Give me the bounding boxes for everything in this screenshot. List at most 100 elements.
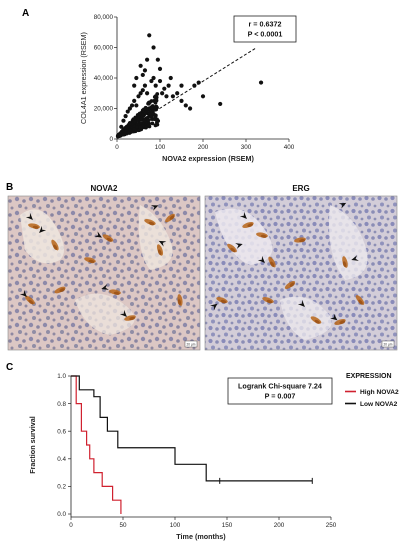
scale-bar-nova2	[184, 340, 198, 348]
arrowhead-marker	[158, 240, 167, 247]
scatter-point	[179, 83, 184, 88]
scatter-point	[168, 75, 173, 81]
scatter-point	[142, 119, 147, 124]
survival-curve-low	[71, 375, 313, 482]
panel-label-c: C	[6, 362, 13, 373]
scatter-point	[258, 80, 264, 85]
y-axis-label: Fraction survival	[28, 416, 37, 474]
scatter-point	[146, 101, 151, 106]
scatter-point	[121, 132, 126, 136]
scatter-plot: 0 20,000 40,000 60,000 80,000 0 100 200 300 400 NO…	[79, 14, 297, 163]
kaplan-meier-plot: 0.0 0.2 0.4 0.6 0.8 1.0 0 50 100 150 200 250 Time (m…	[28, 373, 399, 541]
scatter-point	[151, 75, 156, 81]
x-axis-label: NOVA2 expression (RSEM)	[162, 154, 254, 163]
x-tick-label: 0	[115, 144, 119, 151]
scatter-point	[142, 83, 148, 88]
brown-stain-cells-erg	[216, 221, 365, 326]
scatter-point	[157, 78, 163, 84]
scatter-point	[155, 57, 160, 62]
panel-label-a: A	[22, 8, 29, 19]
scatter-point	[136, 117, 140, 121]
scatter-point	[166, 83, 171, 88]
scatter-point	[149, 78, 154, 84]
scatter-point	[192, 83, 197, 88]
scatter-point	[157, 66, 163, 71]
scatter-point	[132, 127, 137, 132]
y-tick-label: 0	[109, 136, 113, 143]
scatter-point	[140, 108, 145, 113]
scatter-point	[140, 72, 145, 78]
scatter-point	[145, 91, 150, 96]
scale-label-nova2: 20 µm	[187, 342, 196, 346]
scatter-point	[132, 83, 137, 88]
arrowhead-marker	[239, 211, 247, 219]
scale-bar-erg	[381, 340, 395, 348]
x-axis-label: Time (months)	[176, 532, 226, 541]
x-tick-label: 200	[274, 522, 285, 529]
y-tick-label: 0.2	[57, 484, 66, 491]
survival-curve-high	[71, 375, 122, 514]
scatter-point	[132, 98, 137, 103]
scatter-point	[200, 94, 206, 99]
scatter-point	[129, 103, 135, 108]
scatter-point	[138, 91, 143, 96]
arrowhead-marker	[94, 231, 103, 238]
arrowhead-marker	[338, 202, 347, 209]
scatter-point	[125, 109, 130, 114]
scatter-point	[123, 114, 128, 119]
y-tick-label: 20,000	[94, 106, 114, 113]
brown-stain-cells-nova2	[25, 213, 183, 321]
scatter-point	[140, 88, 145, 93]
x-tick-label: 100	[155, 144, 166, 151]
y-tick-label: 0.6	[57, 428, 66, 435]
y-tick-label: 40,000	[94, 75, 114, 82]
scatter-point	[170, 94, 175, 99]
x-tick-label: 300	[241, 144, 252, 151]
y-tick-label: 80,000	[94, 14, 114, 21]
arrowheads-nova2	[19, 205, 167, 317]
scatter-point	[145, 57, 150, 62]
scatter-point	[134, 75, 139, 81]
scatter-point	[188, 106, 193, 111]
arrowhead-marker	[210, 303, 218, 311]
logrank-title: Logrank Chi-square 7.24	[238, 382, 322, 391]
logrank-box	[227, 377, 333, 405]
scatter-point	[151, 45, 156, 50]
scatter-point	[152, 112, 156, 117]
x-tick-label: 200	[198, 144, 209, 151]
scatter-point	[150, 121, 155, 126]
scatter-point	[142, 68, 148, 73]
micrograph-title-nova2: NOVA2	[91, 184, 119, 193]
y-tick-label: 1.0	[57, 373, 66, 380]
scatter-point	[128, 127, 132, 132]
scatter-point	[128, 121, 132, 126]
stats-box	[233, 15, 297, 43]
scatter-point	[138, 63, 143, 68]
legend-entry: High NOVA2	[360, 389, 399, 396]
legend-title: EXPRESSION	[346, 373, 392, 380]
arrowhead-marker	[150, 205, 159, 211]
x-tick-label: 100	[170, 522, 181, 529]
micrograph-title-erg: ERG	[292, 184, 309, 193]
y-tick-label: 0.8	[57, 401, 66, 408]
arrowhead-marker	[257, 255, 265, 263]
scatter-point	[179, 98, 184, 103]
y-tick-label: 0.0	[57, 511, 66, 518]
x-tick-label: 50	[119, 522, 127, 529]
scatter-point	[147, 33, 152, 38]
scale-label-erg: 20 µm	[384, 342, 393, 346]
scatter-point	[162, 86, 167, 91]
scatter-point	[135, 124, 139, 129]
scatter-point	[144, 125, 148, 130]
logrank-pvalue: P = 0.007	[265, 392, 296, 401]
arrowhead-marker	[101, 284, 109, 290]
arrowhead-marker	[330, 313, 338, 321]
micrograph-erg: 20 µm	[205, 196, 397, 350]
scatter-point	[153, 100, 158, 105]
micrograph-nova2: 20 µm	[8, 196, 200, 350]
x-tick-label: 0	[69, 522, 73, 529]
x-tick-label: 400	[284, 144, 295, 151]
scatter-point	[155, 117, 159, 122]
scatter-point	[121, 118, 126, 123]
scatter-point-cluster	[115, 92, 161, 139]
